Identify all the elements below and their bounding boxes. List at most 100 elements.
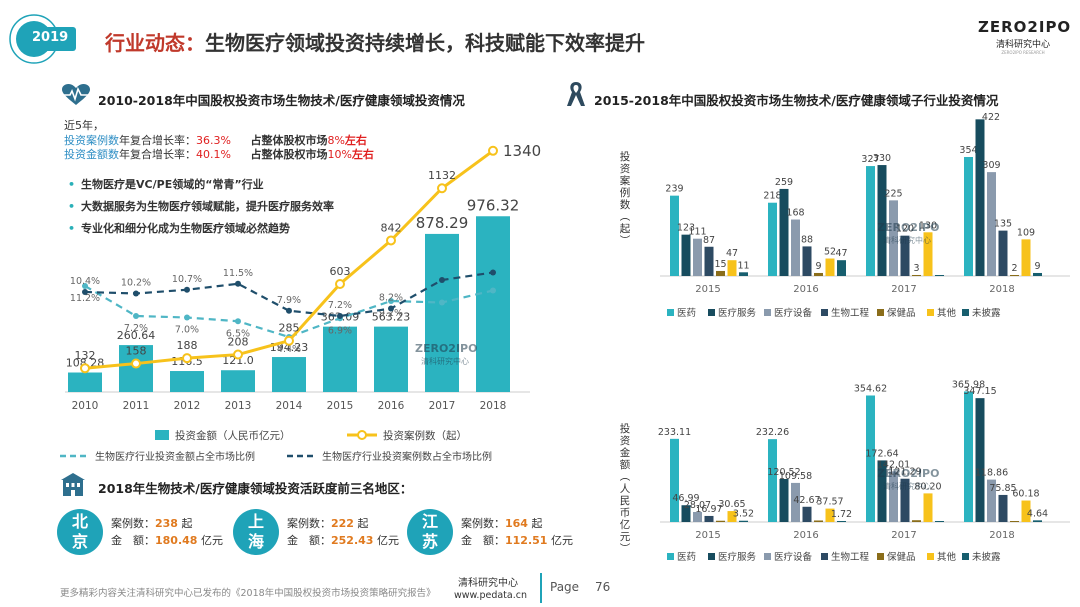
bar-value-label: 130: [919, 220, 937, 231]
amount-label: 投资金额数: [64, 148, 119, 161]
bar-value-label: 330: [873, 153, 891, 164]
footer-note: 更多精彩内容关注清科研究中心已发布的《2018年中国股权投资市场投资策略研究报告…: [60, 588, 436, 599]
bar-value-label: 259: [775, 177, 793, 188]
bar-value-label: 120.52: [767, 467, 800, 478]
page-divider: [540, 573, 542, 603]
bullet-1: • 生物医疗是VC/PE领域的“常青”行业: [68, 178, 264, 191]
bar-医疗服务: [779, 188, 789, 276]
left-section-title: 2010-2018年中国股权投资市场生物技术/医疗健康领域投资情况: [98, 93, 465, 108]
cases-point: [437, 183, 447, 194]
footer-org: 清科研究中心: [458, 578, 518, 589]
bar-医药: [768, 202, 777, 276]
bar-生物工程: [900, 235, 910, 276]
region-badge: 上海: [233, 509, 279, 555]
ribbon-icon: [567, 82, 585, 106]
year-label: 2019: [32, 30, 69, 45]
bar-value-label: 80.20: [914, 481, 941, 492]
y-label-char: （: [618, 471, 630, 482]
legend-swatch: [927, 309, 934, 316]
cases-label: 285: [279, 322, 300, 335]
cases-tail: 左右: [344, 134, 367, 147]
bar-保健品: [912, 520, 921, 522]
pct-amount-line-point: [133, 313, 139, 319]
logo-en: ZERO2IPO RESEARCH: [1001, 50, 1045, 55]
bar-未披露: [1033, 272, 1042, 276]
pct-label: 4.4%: [277, 344, 301, 355]
bar-医药: [670, 195, 679, 276]
bar-其他: [727, 260, 737, 276]
bar-其他: [923, 493, 933, 522]
cases-cagr: 36.3%: [196, 134, 231, 147]
legend-swatch-amount: [155, 430, 169, 440]
y-label-char: 人: [620, 483, 631, 495]
bar-value-label: 52: [824, 247, 836, 258]
page-number: 76: [595, 580, 611, 594]
bar-amount: [221, 370, 255, 392]
pct-label: 6.9%: [328, 325, 352, 336]
y-axis-label: 投资案例数（起）: [618, 150, 631, 245]
bar-保健品: [716, 520, 725, 522]
watermark-cn: 清科研究中心: [421, 356, 469, 366]
pct-cases-line-point: [490, 269, 496, 276]
x-tick-label: 2017: [891, 530, 916, 541]
bar-其他: [1021, 239, 1031, 276]
footer-url[interactable]: www.pedata.cn: [454, 590, 527, 601]
bar-amount: [170, 371, 204, 392]
cases-label: 投资案例数: [64, 134, 119, 147]
cases-point: [335, 279, 345, 289]
bar-value-label: 47: [726, 248, 738, 259]
bar-保健品: [912, 274, 921, 276]
bar-value-label: 135: [994, 219, 1012, 230]
pct-cases-line-point: [235, 280, 241, 287]
legend-swatch: [877, 309, 884, 316]
legend-label: 未披露: [972, 551, 1001, 563]
bar-value-label: 3: [913, 263, 919, 274]
bar-生物工程: [998, 494, 1008, 522]
region-stats: 案例数：222 起金 额：252.43 亿元: [287, 517, 399, 547]
y-label-char: 额: [620, 458, 631, 471]
x-tick-label: 2018: [989, 530, 1014, 541]
bar-value-label: 30.65: [718, 499, 745, 510]
x-tick-label: 2016: [378, 400, 405, 412]
y-label-char: 元: [620, 531, 631, 543]
legend-swatch: [962, 309, 969, 316]
watermark-cn: 清科研究中心: [883, 235, 931, 245]
logo-text: ZERO2IPO: [978, 18, 1072, 36]
bar-value-label: 118.86: [975, 468, 1008, 479]
bar-value-label: 60.18: [1012, 489, 1039, 500]
bar-生物工程: [802, 506, 812, 522]
pct-label: 7.2%: [124, 323, 148, 334]
legend-label: 医疗服务: [718, 307, 757, 319]
bar-value-label: 9: [1034, 261, 1040, 272]
title-prefix: 行业动态：: [105, 31, 205, 55]
legend-swatch: [764, 309, 771, 316]
legend-swatch: [667, 309, 674, 316]
watermark-text: ZERO2IPO: [415, 342, 477, 355]
y-axis-label: 投资金额（人民币亿元）: [618, 422, 631, 553]
cases-share: 占整体股权市场: [250, 134, 328, 147]
region-stats: 案例数：238 起金 额：180.48 亿元: [111, 517, 223, 547]
bar-value-label: 4.64: [1027, 508, 1048, 519]
watermark-text: ZERO2IPO: [877, 467, 939, 480]
pct-cases-line-point: [439, 277, 445, 283]
amount-pct: 10%: [327, 148, 352, 161]
bar-value-label: 309: [982, 160, 1000, 171]
subsector-cases-chart: 投资案例数（起）23912311187154711201521825916888…: [618, 112, 1070, 319]
y-label-char: ）: [618, 543, 630, 554]
pct-label: 10.4%: [70, 276, 100, 287]
region-stats: 案例数：164 起金 额：112.51 亿元: [461, 517, 573, 547]
bar-amount: [374, 326, 408, 392]
bar-其他: [825, 508, 835, 522]
bar-value-label: 225: [884, 188, 902, 199]
legend-swatch: [764, 553, 771, 560]
bar-医疗设备: [987, 479, 996, 522]
bar-value-label: 47: [835, 248, 847, 259]
x-tick-label: 2013: [225, 400, 252, 412]
legend-label: 医疗设备: [774, 307, 813, 319]
bar-value-label: 109.58: [779, 471, 812, 482]
bar-医药: [964, 156, 973, 276]
y-label-char: 案: [620, 174, 631, 187]
legend-label: 未披露: [972, 307, 1001, 319]
logo-cn: 清科研究中心: [995, 40, 1050, 50]
